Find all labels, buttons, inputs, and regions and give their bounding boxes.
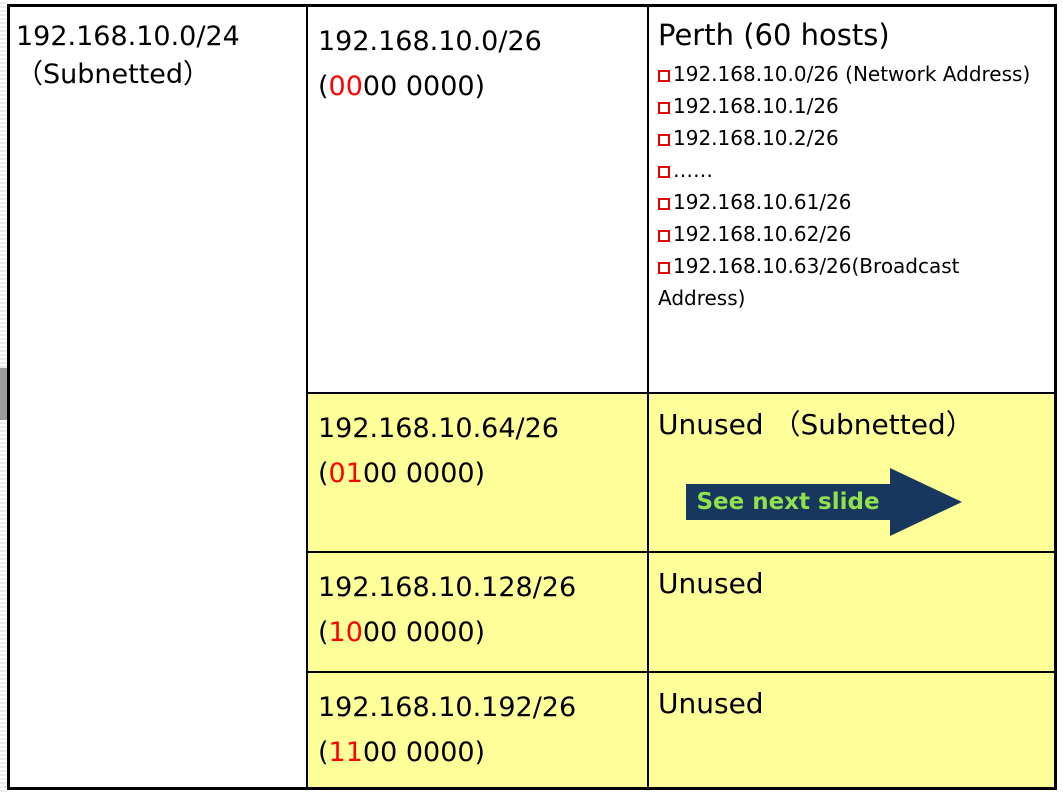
host-item: 192.168.10.2/26 [658, 122, 1046, 154]
subnet-binary-0: (0000 0000) [318, 64, 637, 109]
subnet-address-0: 192.168.10.0/26 [318, 26, 542, 57]
binary-rest-1: 00 0000) [362, 458, 486, 489]
host-item-text: 192.168.10.1/26 [673, 94, 839, 118]
arrow-body: See next slide [686, 484, 890, 520]
subnet-binary-2: (1000 0000) [318, 610, 637, 655]
detail-cell-3: Unused [647, 671, 1054, 787]
square-bullet-icon [658, 229, 670, 242]
host-item: 192.168.10.61/26 [658, 186, 1046, 218]
subnet-address-2: 192.168.10.128/26 [318, 572, 577, 603]
arrow-label: See next slide [696, 489, 880, 515]
host-item: …… [658, 154, 1046, 186]
see-next-slide-arrow: See next slide [686, 468, 1046, 536]
host-item: 192.168.10.62/26 [658, 218, 1046, 250]
square-bullet-icon [658, 69, 670, 82]
parent-network-address: 192.168.10.0/24 [16, 21, 240, 52]
subnet-address-3: 192.168.10.192/26 [318, 692, 577, 723]
detail-cell-2: Unused [647, 551, 1054, 671]
host-item: 192.168.10.0/26 (Network Address) [658, 58, 1046, 90]
subnet-address-1: 192.168.10.64/26 [318, 413, 559, 444]
subnet-binary-3: (1100 0000) [318, 730, 637, 775]
host-item-text: …… [673, 158, 713, 182]
binary-open-3: ( [318, 737, 329, 768]
binary-rest-0: 00 0000) [362, 71, 486, 102]
binary-open-0: ( [318, 71, 329, 102]
binary-red-bits-2: 10 [328, 617, 363, 648]
host-item-text: 192.168.10.62/26 [673, 222, 852, 246]
host-list: 192.168.10.0/26 (Network Address) 192.16… [658, 58, 1046, 314]
binary-open-1: ( [318, 458, 329, 489]
square-bullet-icon [658, 101, 670, 114]
host-item: 192.168.10.1/26 [658, 90, 1046, 122]
square-bullet-icon [658, 165, 670, 178]
detail-title-1: Unused （Subnetted） [658, 408, 974, 441]
binary-red-bits-3: 11 [328, 737, 363, 768]
detail-cell-1: Unused （Subnetted） See next slide [647, 392, 1054, 551]
subnet-cell-1: 192.168.10.64/26 (0100 0000) [306, 392, 647, 551]
square-bullet-icon [658, 261, 670, 274]
subnet-table: 192.168.10.0/24 （Subnetted） 192.168.10.0… [7, 4, 1057, 790]
detail-title-0: Perth (60 hosts) [658, 18, 890, 52]
binary-rest-3: 00 0000) [362, 737, 486, 768]
binary-open-2: ( [318, 617, 329, 648]
host-item-text: 192.168.10.2/26 [673, 126, 839, 150]
square-bullet-icon [658, 197, 670, 210]
parent-network-subnetted-label: （Subnetted） [16, 59, 211, 90]
binary-red-bits-0: 00 [328, 71, 363, 102]
subnet-cell-2: 192.168.10.128/26 (1000 0000) [306, 551, 647, 671]
arrow-head-icon [890, 468, 962, 536]
host-item-text: 192.168.10.61/26 [673, 190, 852, 214]
detail-title-3: Unused [658, 687, 764, 720]
subnet-cell-3: 192.168.10.192/26 (1100 0000) [306, 671, 647, 787]
subnet-cell-0: 192.168.10.0/26 (0000 0000) [306, 7, 647, 392]
host-item-text: 192.168.10.0/26 (Network Address) [673, 62, 1031, 86]
detail-title-2: Unused [658, 567, 764, 600]
host-item-text: 192.168.10.63/26(Broadcast Address) [658, 254, 960, 310]
parent-network-cell: 192.168.10.0/24 （Subnetted） [10, 7, 306, 787]
binary-red-bits-1: 01 [328, 458, 363, 489]
binary-rest-2: 00 0000) [362, 617, 486, 648]
square-bullet-icon [658, 133, 670, 146]
subnet-binary-1: (0100 0000) [318, 451, 637, 496]
detail-cell-0: Perth (60 hosts) 192.168.10.0/26 (Networ… [647, 7, 1054, 392]
window-edge-tab [0, 368, 7, 420]
host-item: 192.168.10.63/26(Broadcast Address) [658, 250, 1046, 314]
